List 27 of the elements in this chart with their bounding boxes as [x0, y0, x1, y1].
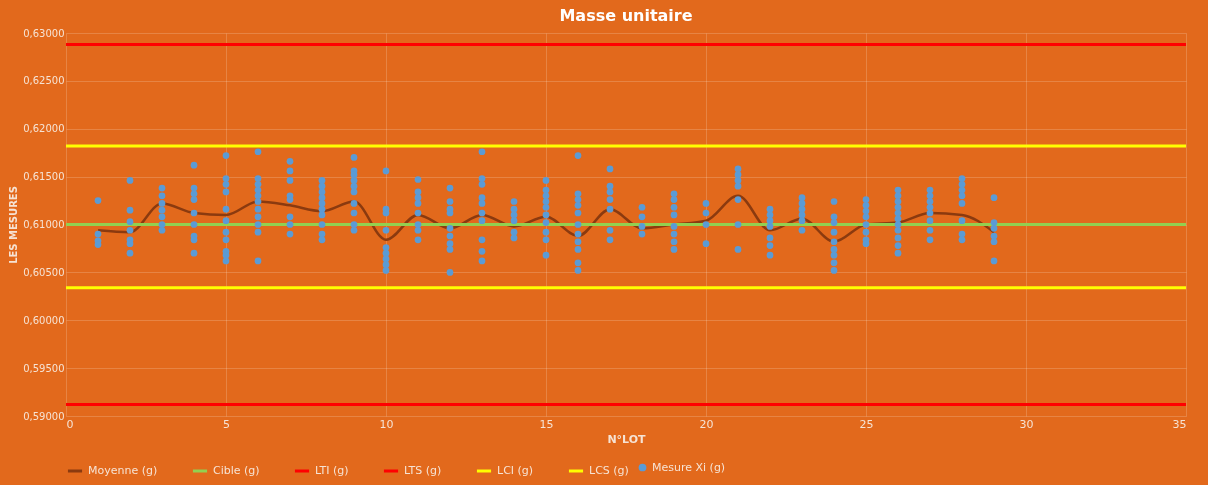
legend-label: Moyenne (g): [88, 464, 158, 477]
legend-label: Mesure Xi (g): [652, 460, 726, 474]
y-tick-label: 0,60000: [23, 314, 65, 326]
y-axis-title: LES MESURES: [8, 186, 20, 264]
y-tick-label: 0,60500: [23, 266, 65, 278]
legend-label: LCS (g): [589, 464, 629, 477]
x-tick-label: 35: [1172, 417, 1187, 431]
legend-label: Cible (g): [213, 464, 260, 477]
x-tick-label: 5: [223, 417, 230, 431]
y-tick-label: 0,61500: [23, 171, 65, 183]
x-tick-label: 10: [379, 417, 394, 431]
y-tick-label: 0,59500: [23, 362, 65, 374]
legend-label: LTI (g): [315, 464, 349, 477]
chart-title: Masse unitaire: [559, 6, 693, 25]
y-tick-label: 0,62500: [23, 75, 65, 87]
x-tick-label: 20: [699, 417, 714, 431]
x-tick-label: 30: [1019, 417, 1034, 431]
legend-label: LCI (g): [497, 464, 534, 477]
y-tick-label: 0,61000: [23, 219, 65, 230]
x-axis-title: N°LOT: [607, 432, 647, 446]
y-tick-label: 0,62000: [23, 123, 65, 135]
y-tick-label: 0,59000: [23, 410, 65, 422]
x-tick-label: 25: [859, 417, 874, 431]
x-tick-label: 15: [539, 417, 554, 431]
y-tick-label: 0,63000: [23, 27, 65, 39]
x-tick-label: 0: [66, 417, 74, 431]
legend-label: LTS (g): [404, 464, 442, 477]
